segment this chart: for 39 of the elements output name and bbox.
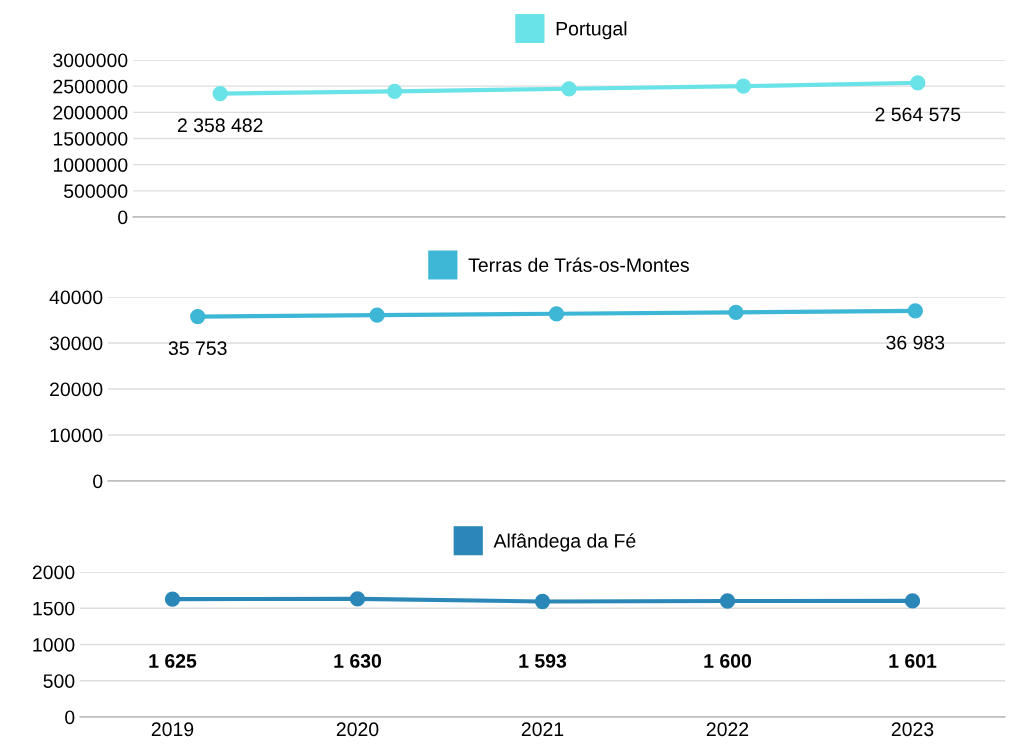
y-tick-label: 500000 [64,184,128,199]
x-tick-label: 2020 [336,722,379,737]
y-tick-label: 40000 [49,290,103,305]
point [212,85,228,102]
data-label: 1 630 [334,654,382,668]
legend-label: Portugal [556,21,627,40]
data-label: 36 983 [886,335,945,350]
y-tick-label: 2000000 [53,105,128,120]
x-tick-label: 2023 [891,722,934,737]
legend-label: Alfândega da Fé [493,533,636,552]
y-tick-label: 1000 [33,637,75,652]
data-label: 1 601 [889,654,937,668]
y-tick-label: 0 [93,474,103,489]
y-tick-label: 20000 [50,382,103,397]
x-tick-label: 2022 [706,722,749,737]
point [910,75,926,91]
point [386,83,403,100]
data-label: 1 600 [704,654,752,668]
y-tick-label: 10000 [50,428,103,443]
point [735,78,752,94]
y-tick-label: 500 [43,674,75,688]
y-tick-label: 2500000 [53,79,128,94]
data-label: 1 593 [519,654,567,668]
y-tick-label: 3000000 [53,53,128,68]
data-label: 2 564 575 [875,107,961,122]
data-label: 35 753 [168,341,227,356]
x-tick-label: 2021 [521,722,564,737]
legend-label: Terras de Trás-os-Montes [468,257,689,272]
y-tick-label: 1500000 [53,131,128,146]
data-label: 1 625 [149,654,197,668]
point [561,81,577,97]
data-label: 2 358 482 [177,118,263,133]
y-tick-label: 2000 [32,565,75,580]
x-tick-label: 2019 [151,722,194,737]
y-tick-label: 1500 [33,601,75,616]
y-tick-label: 0 [118,210,128,225]
y-tick-label: 1000000 [53,158,128,172]
y-tick-label: 0 [65,710,75,725]
y-tick-label: 30000 [49,336,103,351]
